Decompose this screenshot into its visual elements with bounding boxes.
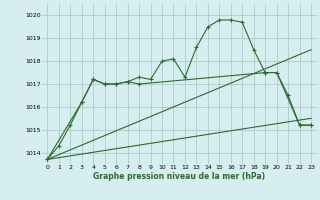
X-axis label: Graphe pression niveau de la mer (hPa): Graphe pression niveau de la mer (hPa) [93, 172, 265, 181]
